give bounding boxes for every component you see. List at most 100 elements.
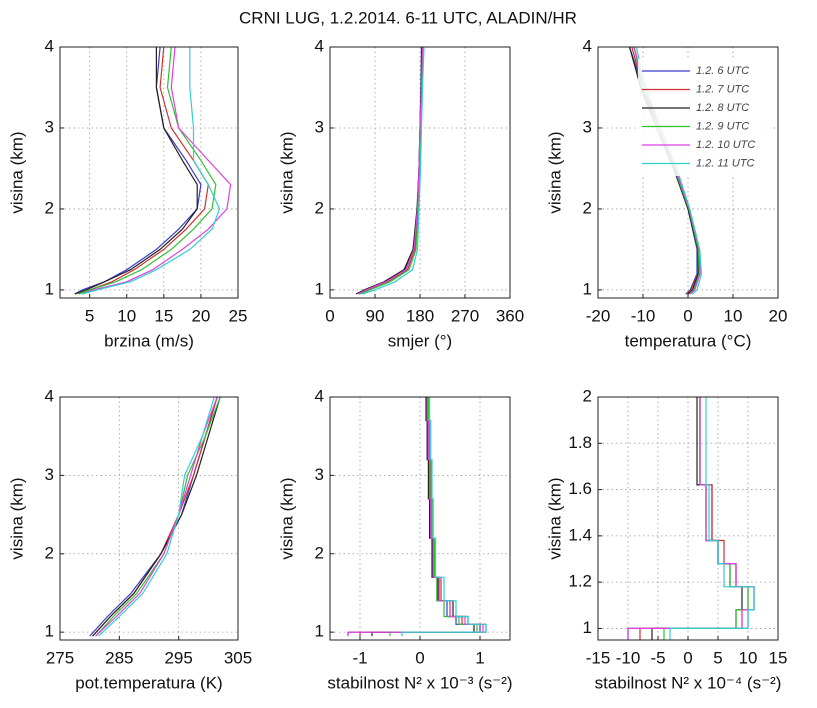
profile-line <box>82 47 232 295</box>
x-tick-label: 275 <box>46 648 74 667</box>
y-tick-label: 1 <box>315 279 324 298</box>
y-axis-label: visina (km) <box>545 477 564 559</box>
y-axis-label: visina (km) <box>7 477 26 559</box>
x-axis-label: pot.temperatura (K) <box>75 673 222 692</box>
x-tick-label: 270 <box>451 306 479 325</box>
x-tick-label: 360 <box>496 306 524 325</box>
x-tick-label: 20 <box>769 306 788 325</box>
x-tick-label: -10 <box>631 306 656 325</box>
y-axis-label: visina (km) <box>545 131 564 213</box>
profile-line <box>82 47 221 295</box>
x-tick-label: 25 <box>229 306 248 325</box>
axes-frame <box>59 396 239 641</box>
legend-label: 1.2. 7 UTC <box>696 83 749 95</box>
y-tick-label: 2 <box>315 198 324 217</box>
axes-frame <box>329 46 511 299</box>
profile-line <box>95 397 218 637</box>
profile-step <box>627 397 755 640</box>
x-tick-label: 295 <box>164 648 192 667</box>
y-tick-label: 1.2 <box>568 572 592 591</box>
legend: 1.2. 6 UTC 1.2. 7 UTC 1.2. 8 UTC 1.2. 9 UTC… <box>638 59 772 176</box>
y-tick-label: 1 <box>583 618 592 637</box>
x-axis-label: temperatura (°C) <box>625 331 752 350</box>
figure-title: CRNI LUG, 1.2.2014. 6-11 UTC, ALADIN/HR <box>239 8 577 27</box>
x-axis-label: smjer (°) <box>388 331 452 350</box>
y-tick-label: 4 <box>45 386 54 405</box>
x-tick-label: 0 <box>683 648 692 667</box>
x-tick-label: 0 <box>325 306 334 325</box>
legend-box <box>638 59 772 176</box>
y-axis-label: visina (km) <box>7 131 26 213</box>
y-tick-label: 4 <box>45 36 54 55</box>
y-tick-label: 3 <box>315 117 324 136</box>
panel: -15 -10 -5 0 5 10 15 1 1.2 1.4 1.6 1.8 2 stabilnost N… <box>545 386 787 692</box>
x-tick-label: -10 <box>616 648 641 667</box>
legend-label: 1.2. 9 UTC <box>696 120 749 132</box>
panel: -20 -10 0 10 20 1 2 3 4 temperatura (°C) visina (k… <box>545 36 787 350</box>
x-tick-label: 10 <box>724 306 743 325</box>
axes-frame <box>59 46 239 299</box>
x-axis-label: brzina (m/s) <box>104 331 194 350</box>
y-tick-label: 1 <box>583 279 592 298</box>
panel: 0 90 180 270 360 1 2 3 4 smjer (°) visina (km) <box>277 36 524 350</box>
y-tick-label: 2 <box>45 543 54 562</box>
profile-line <box>74 47 198 295</box>
y-tick-label: 3 <box>315 465 324 484</box>
x-tick-label: 15 <box>154 306 173 325</box>
y-axis-label: visina (km) <box>277 131 296 213</box>
y-tick-label: 3 <box>45 465 54 484</box>
profile-line <box>78 47 217 295</box>
y-tick-label: 3 <box>583 117 592 136</box>
panel: 275 285 295 305 1 2 3 4 pot.temperatura (K) visin… <box>7 386 252 692</box>
x-tick-label: 5 <box>713 648 722 667</box>
x-tick-label: 305 <box>224 648 252 667</box>
x-tick-label: -5 <box>650 648 665 667</box>
y-tick-label: 1 <box>315 622 324 641</box>
x-tick-label: 180 <box>406 306 434 325</box>
y-tick-label: 1.6 <box>568 479 592 498</box>
profile-line <box>98 397 215 637</box>
panel: 5 10 15 20 25 1 2 3 4 brzina (m/s) visina (km) <box>7 36 247 350</box>
x-tick-label: 5 <box>85 306 94 325</box>
y-tick-label: 2 <box>45 198 54 217</box>
x-tick-label: -15 <box>586 648 611 667</box>
x-tick-label: 20 <box>191 306 210 325</box>
y-tick-label: 1.4 <box>568 525 592 544</box>
y-axis-label: visina (km) <box>277 477 296 559</box>
profile-step <box>669 397 755 640</box>
profile-step <box>401 397 487 637</box>
y-tick-label: 2 <box>583 198 592 217</box>
y-tick-label: 2 <box>583 386 592 405</box>
y-tick-label: 4 <box>315 36 324 55</box>
x-tick-label: 15 <box>769 648 788 667</box>
y-tick-label: 4 <box>583 36 592 55</box>
x-tick-label: 10 <box>739 648 758 667</box>
panel: -1 0 1 1 2 3 4 stabilnost N² x 10⁻³ (s⁻²) visina… <box>277 386 512 692</box>
x-tick-label: 0 <box>683 306 692 325</box>
y-tick-label: 1.8 <box>568 433 592 452</box>
legend-label: 1.2. 10 UTC <box>696 139 755 151</box>
x-tick-label: 10 <box>117 306 136 325</box>
profile-line <box>357 47 424 295</box>
x-axis-label: stabilnost N² x 10⁻⁴ (s⁻²) <box>595 673 782 692</box>
y-tick-label: 3 <box>45 117 54 136</box>
x-tick-label: -20 <box>586 306 611 325</box>
x-tick-label: 285 <box>105 648 133 667</box>
legend-label: 1.2. 11 UTC <box>696 157 755 169</box>
y-tick-label: 1 <box>45 279 54 298</box>
profile-line <box>78 47 209 295</box>
y-tick-label: 4 <box>315 386 324 405</box>
x-tick-label: 90 <box>366 306 385 325</box>
axes-frame <box>597 46 779 299</box>
axes-frame <box>597 396 779 641</box>
x-tick-label: -1 <box>352 648 367 667</box>
profile-line <box>362 47 425 295</box>
x-tick-label: 1 <box>475 648 484 667</box>
legend-label: 1.2. 8 UTC <box>696 102 749 114</box>
x-tick-label: 0 <box>415 648 424 667</box>
axes-frame <box>329 396 511 641</box>
x-axis-label: stabilnost N² x 10⁻³ (s⁻²) <box>327 673 512 692</box>
y-tick-label: 2 <box>315 543 324 562</box>
y-tick-label: 1 <box>45 622 54 641</box>
